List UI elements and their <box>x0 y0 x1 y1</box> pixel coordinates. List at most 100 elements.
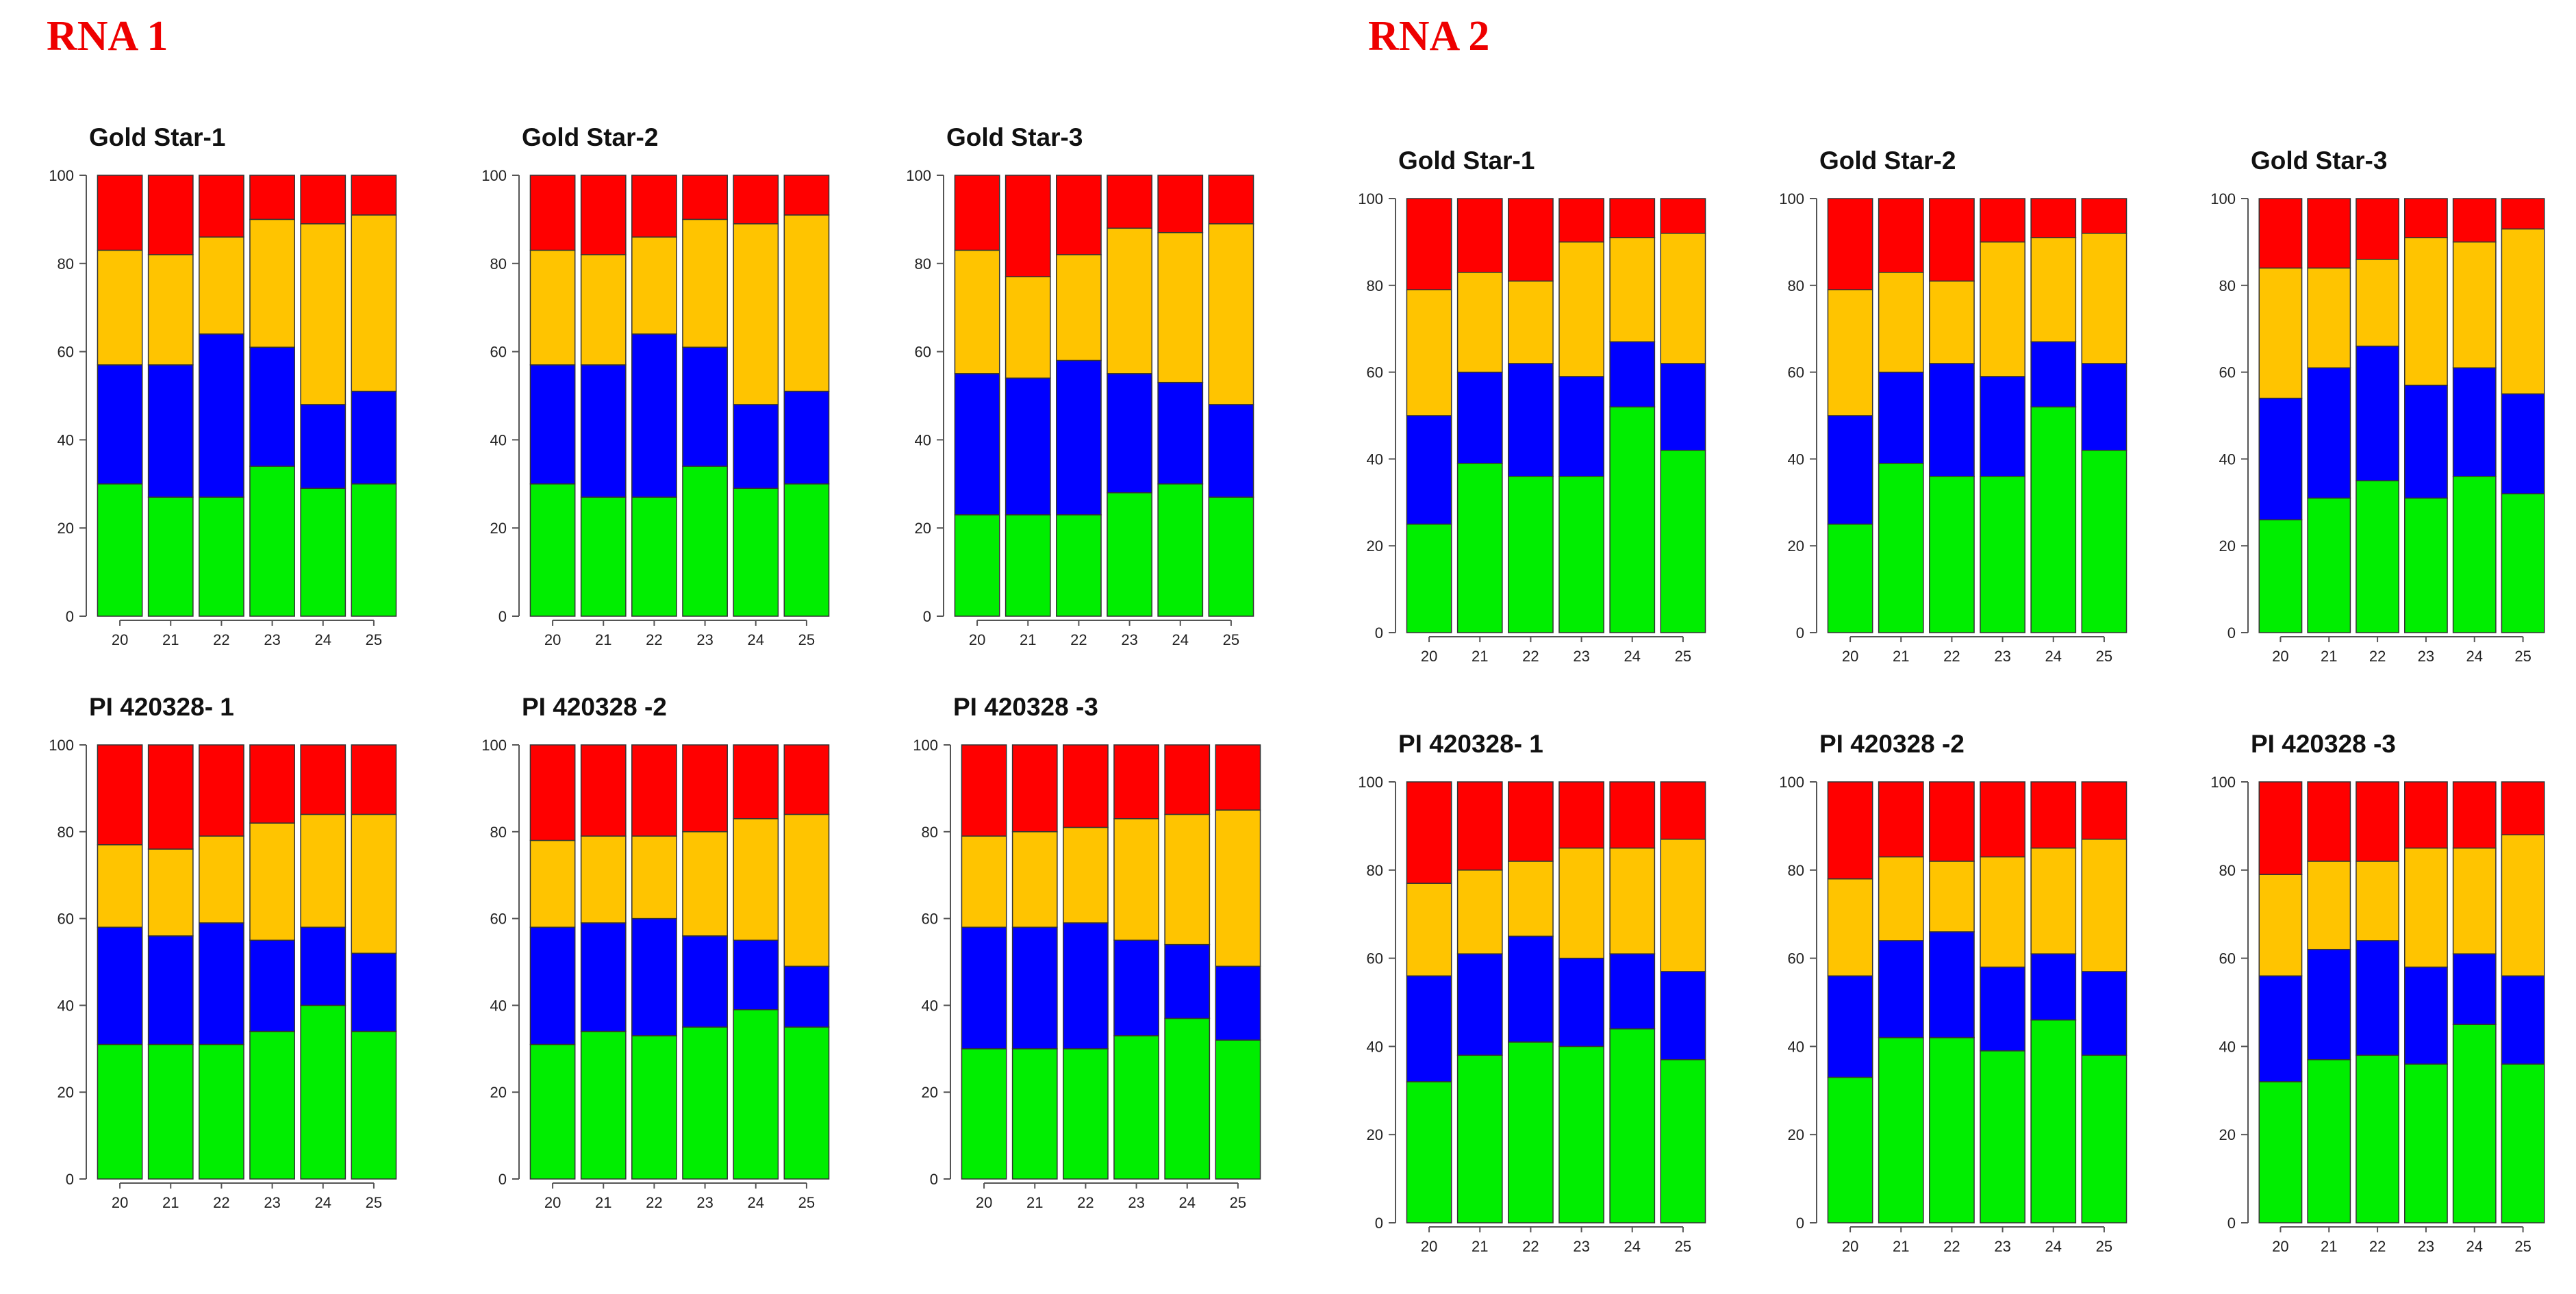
bar-segment-red <box>249 744 295 824</box>
bar-segment-blue <box>147 364 194 498</box>
bar-segment-green <box>733 487 779 617</box>
bar-segment-orange <box>1056 254 1102 361</box>
y-tick-label: 100 <box>481 737 507 754</box>
bar-segment-orange <box>1208 223 1254 405</box>
x-tick-label: 22 <box>646 1194 662 1211</box>
chart-title: Gold Star-1 <box>1398 147 1535 175</box>
bar-segment-orange <box>2452 241 2497 369</box>
bar-segment-red <box>529 744 576 841</box>
y-tick-label: 0 <box>1375 1215 1383 1232</box>
bar-segment-green <box>1508 1041 1554 1223</box>
x-tick-label: 20 <box>544 1194 561 1211</box>
bar-segment-orange <box>2307 861 2351 950</box>
bar-segment-orange <box>1929 861 1975 933</box>
bar-segment-red <box>300 175 346 225</box>
x-tick-label: 20 <box>1842 1238 1858 1255</box>
bar-segment-green <box>199 1043 244 1180</box>
bar-segment-green <box>2307 1058 2351 1223</box>
bar-segment-red <box>2030 198 2077 238</box>
bar-segment-orange <box>2081 232 2127 364</box>
bar-segment-red <box>2258 198 2303 269</box>
y-tick-label: 100 <box>913 737 938 754</box>
x-tick-label: 25 <box>2514 648 2531 665</box>
bar-segment-green <box>2081 449 2127 633</box>
bar-segment-red <box>1878 198 1924 273</box>
bar-segment-red <box>954 175 1000 251</box>
bar-segment-red <box>580 175 627 255</box>
x-tick-label: 25 <box>2096 1238 2112 1255</box>
bar-segment-orange <box>954 249 1000 375</box>
bar-segment-orange <box>1878 856 1924 941</box>
bar-segment-blue <box>529 364 576 485</box>
bar-segment-green <box>1005 514 1051 617</box>
bar-segment-red <box>2356 781 2400 862</box>
chart-svg: 0 20 40 60 80 100 20 21 22 23 24 25 <box>481 737 830 1211</box>
bar-segment-orange <box>529 839 576 928</box>
bar-segment-blue <box>2404 384 2448 499</box>
chart-svg: 0 20 40 60 80 100 20 21 22 23 24 25 <box>2210 774 2545 1255</box>
bar-segment-blue <box>1011 926 1058 1050</box>
x-tick-label: 25 <box>366 1194 382 1211</box>
x-tick-label: 22 <box>1522 648 1539 665</box>
x-tick-label: 23 <box>696 631 713 648</box>
bar-segment-orange <box>1878 272 1924 373</box>
bar-segment-orange <box>1980 856 2025 968</box>
y-tick-label: 0 <box>498 608 507 625</box>
bar-segment-orange <box>2501 834 2545 977</box>
x-tick-label: 24 <box>748 1194 764 1211</box>
x-tick-label: 21 <box>1893 1238 1909 1255</box>
bar-segment-orange <box>1980 241 2025 377</box>
bar-segment-orange <box>961 835 1007 928</box>
y-tick-label: 100 <box>1358 190 1383 207</box>
chart-svg: 0 20 40 60 80 100 20 21 22 23 24 25 <box>2210 190 2545 665</box>
chart-svg: 0 20 40 60 80 100 20 21 22 23 24 25 <box>1779 190 2127 665</box>
bar-segment-orange <box>783 214 830 392</box>
bar-segment-blue <box>249 939 295 1032</box>
chart-title: Gold Star-3 <box>946 123 1083 151</box>
bar-segment-red <box>2404 781 2448 849</box>
bar-segment-red <box>1980 781 2025 858</box>
bar-segment-red <box>2307 781 2351 862</box>
x-tick-label: 21 <box>1026 1194 1043 1211</box>
bar-segment-green <box>2258 519 2303 633</box>
bar-segment-orange <box>2258 874 2303 977</box>
x-tick-label: 21 <box>595 631 611 648</box>
x-tick-label: 20 <box>1421 648 1437 665</box>
bar-segment-orange <box>1827 878 1873 977</box>
bar-segment-orange <box>783 813 830 967</box>
bar-segment-orange <box>1660 838 1706 972</box>
bar-segment-orange <box>1011 831 1058 928</box>
bar-segment-green <box>1558 1045 1604 1223</box>
bar-segment-orange <box>2356 861 2400 941</box>
bar-segment-red <box>1456 781 1503 871</box>
x-tick-label: 22 <box>1522 1238 1539 1255</box>
bar-segment-red <box>783 744 830 815</box>
chart-svg: 0 20 40 60 80 100 20 21 22 23 24 25 <box>1779 774 2127 1255</box>
x-tick-label: 24 <box>315 631 331 648</box>
bar-segment-green <box>1107 492 1152 617</box>
y-tick-label: 100 <box>481 167 507 184</box>
bar-segment-orange <box>351 214 397 392</box>
bar-segment-orange <box>1609 847 1656 954</box>
bar-segment-red <box>199 175 244 238</box>
bar-segment-blue <box>1980 376 2025 477</box>
bar-segment-blue <box>1660 363 1706 451</box>
chart-title: Gold Star-3 <box>2251 147 2388 175</box>
bar-segment-blue <box>733 939 779 1011</box>
bar-segment-green <box>783 483 830 617</box>
bar-segment-blue <box>1056 359 1102 516</box>
x-tick-label: 21 <box>162 631 179 648</box>
y-tick-label: 80 <box>915 255 931 272</box>
y-tick-label: 20 <box>2219 1126 2236 1143</box>
y-tick-label: 20 <box>2219 537 2236 555</box>
bar-segment-red <box>1508 198 1554 282</box>
bar-segment-green <box>1980 1050 2025 1223</box>
x-tick-label: 21 <box>1893 648 1909 665</box>
chart-title: Gold Star-2 <box>1819 147 1956 175</box>
bar-segment-blue <box>1929 363 1975 477</box>
bar-segment-green <box>1827 1076 1873 1223</box>
bar-segment-red <box>2404 198 2448 238</box>
y-tick-label: 20 <box>1788 537 1804 555</box>
bar-segment-blue <box>2501 975 2545 1065</box>
chart-panel-rna1-pi-420328-1: PI 420328- 1 0 20 40 60 80 100 20 21 22 23 24 25 <box>33 693 416 1241</box>
